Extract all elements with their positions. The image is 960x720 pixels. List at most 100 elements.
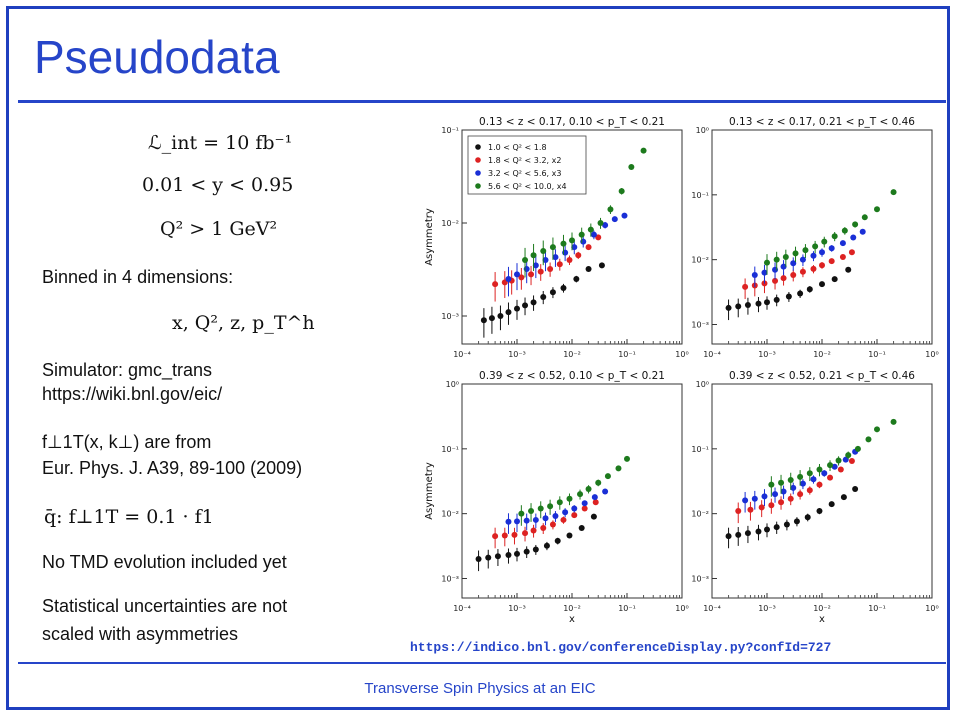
binning-variables: x, Q², z, p_T^h [172, 312, 315, 334]
source-link[interactable]: https://indico.bnl.gov/conferenceDisplay… [410, 640, 832, 655]
data-point [725, 533, 732, 540]
data-point [518, 274, 525, 281]
data-point [530, 527, 537, 534]
y-tick-label: 10⁻² [691, 256, 709, 265]
data-point [845, 266, 852, 273]
data-point [735, 507, 742, 514]
data-point [831, 463, 838, 470]
x-tick-label: 10⁻² [813, 350, 831, 359]
legend-marker [475, 144, 481, 150]
data-point [735, 531, 742, 538]
legend-label: 3.2 < Q² < 5.6, x3 [488, 169, 561, 178]
data-point [852, 486, 859, 493]
data-point [819, 249, 825, 256]
data-point [768, 481, 775, 488]
data-point [821, 238, 828, 245]
data-point [841, 227, 848, 234]
data-point [532, 262, 539, 269]
x-tick-label: 10⁻⁴ [703, 350, 721, 359]
data-point [554, 537, 561, 544]
data-point [624, 455, 630, 462]
data-point [792, 250, 799, 257]
data-point [501, 532, 508, 539]
data-point [758, 504, 765, 511]
data-point [861, 214, 868, 221]
data-point [505, 518, 512, 525]
data-point [577, 491, 584, 498]
data-point [547, 503, 554, 510]
data-point [735, 303, 742, 310]
data-point [540, 525, 547, 532]
simulator-text: Simulator: gmc_trans [42, 360, 213, 380]
data-point [821, 470, 828, 477]
y-tick-label: 10⁻¹ [691, 445, 709, 454]
data-point [797, 290, 804, 297]
x-tick-label: 10⁻¹ [618, 604, 636, 613]
data-point [828, 245, 835, 252]
data-point [787, 477, 794, 484]
data-point [725, 304, 732, 311]
data-point [764, 299, 770, 306]
x-tick-label: 10⁻¹ [868, 350, 886, 359]
data-point [542, 515, 549, 522]
footer-text: Transverse Spin Physics at an EIC [364, 680, 596, 697]
data-point [514, 550, 520, 557]
data-point [835, 457, 842, 464]
y-tick-label: 10⁻³ [691, 320, 709, 329]
data-point [778, 479, 785, 486]
data-point [793, 518, 800, 525]
x-tick-label: 10⁰ [925, 350, 938, 359]
data-point [827, 462, 834, 469]
data-point [755, 528, 762, 535]
y-range-equation: 0.01 < y < 0.95 [142, 174, 294, 196]
y-axis-label: Asymmetry [424, 462, 435, 520]
data-point [640, 147, 647, 154]
data-point [595, 234, 602, 241]
x-tick-label: 10⁰ [925, 604, 938, 613]
data-point [585, 266, 592, 273]
data-point [532, 546, 539, 553]
data-point [505, 275, 512, 282]
q2-cut-equation: Q² > 1 GeV² [160, 218, 278, 240]
data-point [475, 555, 482, 562]
data-point [566, 257, 573, 264]
data-point [505, 309, 512, 316]
data-point [611, 216, 618, 223]
data-point [799, 256, 806, 263]
x-axis-label: x [569, 614, 575, 625]
data-point [585, 244, 592, 251]
data-point [755, 300, 762, 307]
data-point [773, 296, 780, 303]
data-point [590, 513, 597, 520]
legend-box [467, 135, 587, 195]
plot-frame [711, 383, 933, 599]
data-point [556, 261, 563, 268]
data-point [764, 259, 770, 266]
data-point [540, 247, 547, 254]
y-tick-label: 10⁰ [696, 380, 709, 389]
data-point [492, 281, 499, 288]
data-point [859, 228, 866, 235]
data-point [827, 474, 834, 481]
data-point [518, 510, 525, 517]
data-point [751, 495, 758, 502]
data-point [890, 189, 897, 196]
y-tick-label: 10⁻² [691, 510, 709, 519]
data-point [799, 480, 806, 487]
data-point [628, 164, 635, 171]
data-point [552, 254, 559, 261]
data-point [618, 188, 625, 195]
data-point [543, 542, 550, 549]
data-point [810, 265, 817, 272]
data-point [566, 532, 573, 539]
wiki-link[interactable]: https://wiki.bnl.gov/eic/ [42, 384, 223, 404]
data-point [837, 466, 844, 473]
y-tick-label: 10⁻² [441, 510, 459, 519]
data-point [562, 509, 569, 516]
data-point [602, 222, 609, 229]
stat-uncertainty-note-1: Statistical uncertainties are not [42, 596, 288, 616]
data-point [842, 456, 849, 463]
data-point [542, 257, 549, 264]
x-tick-label: 10⁻⁴ [703, 604, 721, 613]
legend-marker [475, 157, 481, 163]
